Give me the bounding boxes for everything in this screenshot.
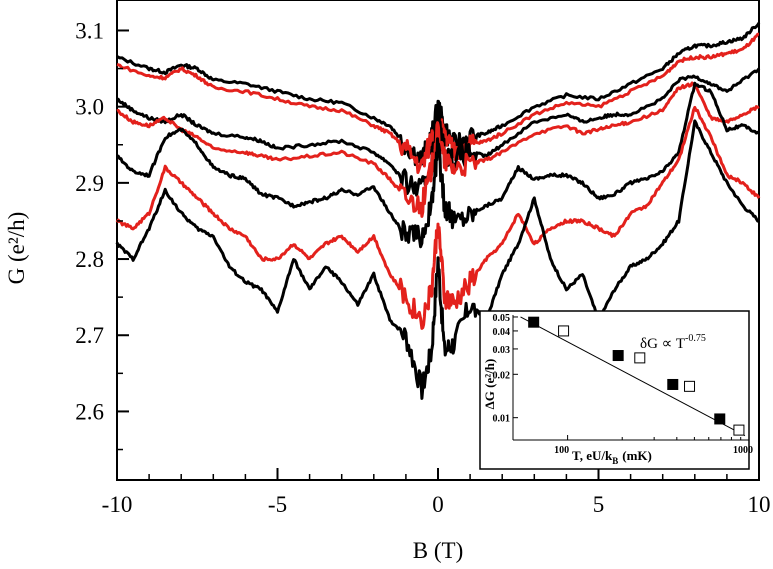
inset-point-open	[684, 380, 696, 392]
inset-point-open	[634, 352, 646, 364]
inset-y-axis-label: ΔG (e²/h)	[482, 359, 497, 410]
inset-x-tick-label: 100	[554, 445, 569, 456]
series-line-1	[116, 22, 761, 167]
main-axes-group: -10 -5 0 5 10 2.6 2.7 2.8 2.9 3.0 3.1	[75, 18, 770, 517]
inset-point-open	[558, 325, 570, 337]
x-tick-label: -10	[102, 492, 133, 517]
inset-point-filled	[612, 350, 624, 362]
inset-chart: 0.05 0.04 0.03 0.02 0.01 100 1000 ΔG (e²/h) T,…	[479, 310, 754, 470]
y-tick-label: 2.6	[75, 399, 104, 424]
inset-point-filled	[667, 378, 679, 390]
x-axis-label: B (T)	[413, 538, 463, 563]
inset-point-open	[733, 424, 745, 436]
inset-y-tick-label: 0.05	[493, 313, 511, 324]
series-line-5	[116, 81, 760, 249]
inset-series-group	[520, 316, 746, 437]
inset-y-tick-label: 0.01	[493, 414, 511, 425]
series-line-6	[115, 105, 761, 330]
y-tick-label: 3.1	[75, 18, 104, 43]
inset-x-tick-label: 1000	[733, 445, 753, 456]
inset-x-axis-label-unit: (mK)	[622, 448, 652, 463]
inset-point-filled	[714, 413, 726, 425]
series-line-4	[116, 81, 760, 218]
inset-y-tick-label: 0.03	[493, 345, 511, 356]
y-tick-label: 2.9	[75, 171, 104, 196]
inset-point-filled	[528, 316, 540, 328]
series-line-3	[116, 67, 761, 197]
x-tick-label: 10	[748, 492, 771, 517]
main-series-group	[115, 22, 761, 400]
x-tick-label: 5	[593, 492, 605, 517]
inset-frame	[479, 310, 750, 470]
inset-y-tick-label: 0.02	[493, 370, 511, 381]
inset-y-tick-label: 0.04	[493, 327, 511, 338]
inset-x-axis-label: T, eU/kB (mK)	[572, 448, 652, 466]
inset-fit-line	[520, 316, 746, 437]
series-line-7	[115, 119, 760, 400]
y-axis-label: G (e²/h)	[4, 212, 29, 285]
inset-annotation-exponent: -0.75	[685, 333, 706, 344]
inset-axes-group: 0.05 0.04 0.03 0.02 0.01 100 1000	[493, 313, 754, 456]
inset-x-axis-label-subscript: B	[612, 456, 618, 466]
inset-power-law-annotation: δG ∝ T-0.75	[640, 333, 706, 352]
y-tick-label: 2.8	[75, 247, 104, 272]
y-tick-label: 2.7	[75, 323, 104, 348]
x-tick-label: -5	[268, 492, 287, 517]
y-tick-label: 3.0	[75, 95, 104, 120]
inset-x-axis-label-main: T, eU/k	[572, 448, 613, 463]
inset-annotation-text: δG ∝ T	[640, 336, 685, 352]
x-tick-label: 0	[432, 492, 444, 517]
